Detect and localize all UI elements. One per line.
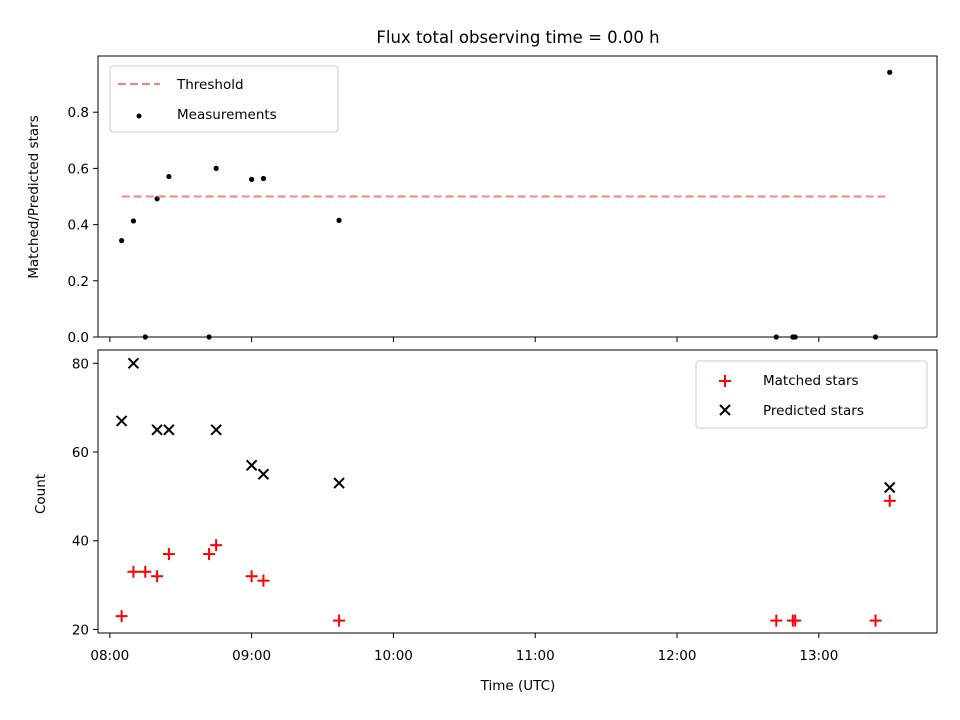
measurement-point: [249, 176, 255, 182]
y-tick-label: 80: [72, 356, 89, 372]
measurement-point: [130, 218, 137, 224]
measurement-point: [213, 165, 219, 171]
matched-point: [210, 539, 223, 552]
predicted-point-b: [257, 468, 270, 480]
x-axis-label: Time (UTC): [480, 678, 556, 694]
y-tick-label: 0.8: [68, 105, 89, 121]
ratio-panel: 0.00.20.40.60.8 Matched/Predicted stars …: [26, 55, 938, 346]
matched-point: [127, 565, 140, 578]
legend-threshold-label: Threshold: [176, 77, 244, 93]
measurement-point: [336, 217, 342, 223]
count-y-axis-label: Count: [33, 474, 49, 514]
legend-measurements-swatch: [136, 113, 142, 119]
ratio-legend: Threshold Measurements: [109, 65, 339, 133]
y-tick-label: 0.6: [68, 161, 89, 177]
x-tick-label: 13:00: [799, 648, 838, 664]
matched-point: [257, 574, 270, 587]
predicted-point: [245, 459, 258, 472]
predicted-point-b: [127, 357, 140, 370]
x-tick-label: 12:00: [658, 648, 697, 664]
ratio-plot-frame: [97, 55, 938, 338]
measurement-point: [166, 173, 172, 180]
matched-point: [139, 565, 152, 578]
predicted-point-b: [245, 459, 258, 472]
legend-matched-swatch: [719, 375, 731, 387]
measurement-point: [260, 175, 267, 182]
predicted-point: [151, 424, 163, 436]
predicted-point: [127, 357, 140, 370]
legend-predicted-label: Predicted stars: [763, 403, 864, 419]
matched-point: [883, 494, 896, 507]
measurement-point: [119, 238, 125, 244]
y-tick-label: 0.2: [68, 274, 89, 290]
predicted-point-b: [115, 415, 128, 427]
predicted-points: [115, 357, 896, 494]
matched-points: [115, 494, 896, 627]
chart-title: Flux total observing time = 0.00 h: [376, 28, 659, 47]
matched-point: [151, 570, 164, 583]
predicted-point-b: [151, 424, 163, 436]
x-tick-label: 09:00: [232, 648, 271, 664]
x-tick-label: 11:00: [516, 648, 555, 664]
predicted-point: [257, 468, 270, 480]
y-tick-label: 0.0: [68, 330, 89, 346]
predicted-point: [210, 424, 222, 436]
predicted-point-b: [210, 424, 222, 436]
ratio-x-ticks: [109, 337, 820, 342]
predicted-point-b: [884, 481, 896, 494]
matched-point: [203, 548, 216, 561]
predicted-point: [163, 424, 175, 436]
matched-point: [770, 614, 783, 627]
matched-point: [333, 614, 346, 627]
legend-predicted-swatch: [719, 404, 731, 416]
y-tick-label: 0.4: [68, 218, 89, 234]
count-y-ticks: 20 40 60 80: [72, 356, 98, 638]
predicted-point: [115, 415, 128, 427]
matched-point: [245, 570, 258, 583]
y-tick-label: 60: [72, 445, 89, 461]
count-x-ticks: 08:00 09:00 10:00 11:00 12:00 13:00: [90, 633, 838, 664]
ratio-legend-box: [109, 65, 339, 133]
legend-matched-label: Matched stars: [763, 373, 859, 389]
count-legend-box: [695, 360, 928, 429]
y-tick-label: 20: [72, 622, 89, 638]
predicted-point-b: [333, 477, 345, 489]
x-tick-label: 08:00: [90, 648, 129, 664]
ratio-y-axis-label: Matched/Predicted stars: [26, 115, 42, 278]
ratio-y-ticks: 0.0 0.2 0.4 0.6 0.8: [68, 105, 98, 346]
matched-point: [162, 548, 175, 561]
matched-point: [869, 614, 882, 627]
count-plot-frame: [97, 349, 938, 634]
legend-measurements-label: Measurements: [177, 107, 277, 123]
matched-point: [789, 614, 802, 627]
count-legend: Matched stars Predicted stars: [695, 360, 928, 429]
predicted-point: [333, 477, 345, 489]
predicted-point-b: [163, 424, 175, 436]
y-tick-label: 40: [72, 534, 89, 550]
predicted-point: [884, 481, 896, 494]
measurement-point: [887, 69, 893, 75]
x-tick-label: 10:00: [374, 648, 413, 664]
matched-point: [115, 610, 128, 623]
